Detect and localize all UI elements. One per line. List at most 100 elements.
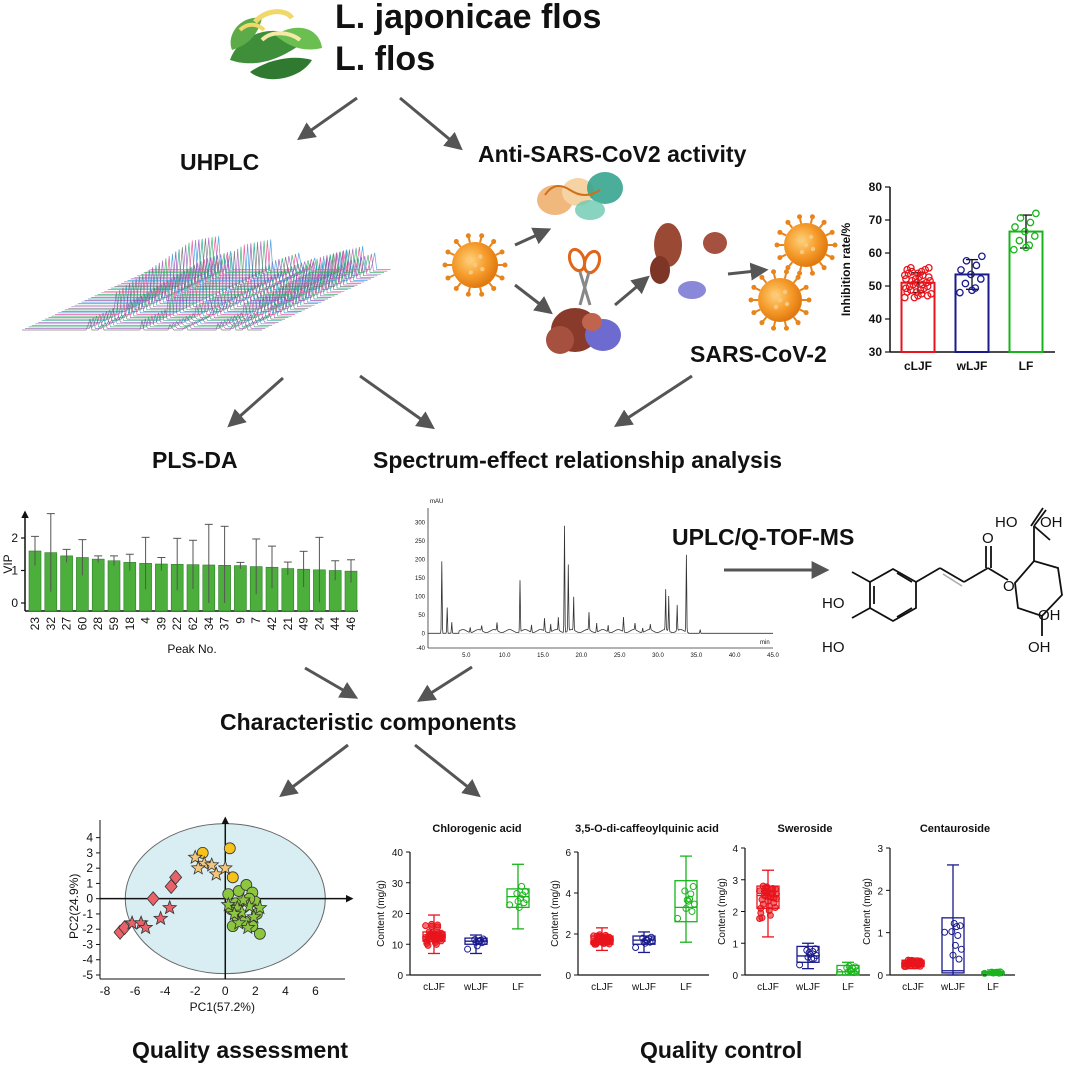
uhplc-trace [143, 237, 385, 273]
chrom-x-tick-label: 15.0 [537, 653, 549, 659]
box-centauroside-point [949, 951, 957, 959]
virus-spike-tip [806, 297, 812, 303]
box-chlorogenic-point [514, 897, 522, 905]
inhibition-x-tick-label: cLJF [904, 359, 932, 373]
box-centauroside-point [950, 919, 958, 927]
pca-y-tick-label: -5 [82, 968, 93, 982]
sars-cov2-label: SARS-CoV-2 [690, 341, 827, 367]
chrom-x-tick-label: 40.0 [729, 653, 741, 659]
virus-dot [797, 237, 803, 243]
chrom-x-tick-label: 35.0 [690, 653, 702, 659]
virus-spike-tip [453, 239, 459, 245]
uhplc-trace [140, 237, 381, 275]
box-chlorogenic-point [471, 936, 479, 944]
virus-dot [799, 249, 805, 255]
box-sweroside-y-tick-label: 4 [732, 844, 738, 855]
virus-spike-tip [479, 233, 485, 239]
box-dicaffeoyl-point [682, 905, 690, 913]
pca-x-label: PC1(57.2%) [190, 1000, 255, 1014]
chrom-trace [428, 525, 773, 634]
box-dicaffeoyl-point [674, 914, 682, 922]
arrow-plsda-to-components [304, 666, 359, 699]
vip-bar [234, 565, 247, 612]
virus-spike-tip [774, 242, 780, 248]
inhibition-point [961, 279, 970, 288]
vip-x-tick-label: 32 [44, 617, 58, 631]
box-centauroside-x-tick-label: LF [987, 982, 999, 993]
uhplc-trace [150, 236, 391, 270]
chem-o-1: O [982, 530, 994, 547]
chrom-x-label: min [760, 640, 770, 646]
centauroside-box-plot: Centauroside 0 1 2 3 Content (mg/g) cLJF wLJF LF [862, 823, 1015, 993]
virus-spike-tip [809, 214, 815, 220]
virus-dot [771, 292, 777, 298]
uhplc-trace [134, 238, 375, 278]
uhplc-trace [147, 236, 388, 272]
pca-y-tick-label: 2 [86, 861, 93, 875]
inhibition-point [902, 284, 910, 293]
box-chlorogenic-point [506, 901, 514, 909]
pca-point [169, 869, 183, 885]
virus-dot [468, 270, 474, 275]
vip-x-tick-label: 27 [60, 617, 74, 631]
box-dicaffeoyl-point [591, 940, 599, 948]
virus-spike-tip [499, 275, 505, 281]
vip-y-tick-label: 0 [11, 596, 18, 610]
pca-point [235, 892, 252, 907]
inhibition-point [957, 266, 965, 274]
box-centauroside-point [989, 969, 997, 977]
virus-illustration [442, 172, 838, 354]
quality-assessment-label: Quality assessment [132, 1037, 348, 1063]
scissors-icon [567, 247, 602, 306]
vip-bar-chart: 0 1 2 VIP 23 32 27 60 28 59 18 4 39 22 62 34 37 9 7 42 21 49 2… [1, 510, 358, 656]
inhibition-point [967, 270, 975, 279]
uhplc-stacked-chromatograms [22, 236, 391, 331]
box-dicaffeoyl-point [681, 887, 689, 895]
virus-spike-tip [777, 229, 783, 235]
vip-x-tick-label: 59 [107, 617, 121, 631]
virus-dot [784, 301, 790, 307]
pca-y-tick-label: 0 [86, 892, 93, 906]
box-chlorogenic-point [473, 942, 481, 950]
virus-spike-tip [803, 310, 809, 316]
pca-point [204, 856, 220, 872]
inhibition-point [908, 276, 916, 285]
virus-spike-tip [479, 291, 485, 297]
uhplc-trace [137, 238, 378, 277]
virus-spike-tip [829, 229, 835, 235]
vip-x-tick-label: 39 [154, 617, 168, 631]
box-chlorogenic-point [422, 922, 430, 930]
virus-spike-tip [491, 239, 497, 245]
uhplc-trace [121, 242, 361, 284]
chrom-y-tick-label: 100 [415, 594, 426, 600]
inhibition-point [1010, 245, 1018, 254]
uhplc-trace [41, 309, 282, 322]
box-dicaffeoyl-y-tick-label: 4 [565, 889, 571, 900]
pca-point [246, 908, 262, 924]
virus-dot [777, 297, 783, 303]
box-sweroside-x-tick-label: wLJF [795, 982, 820, 993]
virus-dot [773, 304, 779, 310]
uhplc-trace [77, 271, 319, 304]
box-chlorogenic-x-tick-label: wLJF [463, 982, 488, 993]
chrom-y-tick-label: 50 [418, 613, 425, 619]
virus-spike-tip [797, 214, 803, 220]
uhplc-trace [35, 312, 276, 325]
pca-y-tick-label: 4 [86, 831, 93, 845]
box-centauroside-title: Centauroside [920, 823, 990, 835]
box-chlorogenic-y-tick-label: 20 [392, 910, 404, 921]
pca-point [190, 860, 206, 875]
pca-point [161, 899, 178, 915]
uhplc-trace [114, 247, 355, 287]
box-dicaffeoyl-point [632, 944, 640, 952]
chrom-y-tick-label: -40 [416, 646, 425, 652]
box-sweroside-point [771, 904, 779, 912]
box-dicaffeoyl-point [640, 938, 648, 946]
virus-spike-tip [751, 310, 757, 316]
uhplc-trace [127, 239, 368, 281]
chem-ho-3: HO [822, 639, 845, 656]
pca-x-tick-label: -4 [160, 984, 171, 998]
pca-point [240, 919, 256, 935]
box-sweroside-y-tick-label: 0 [732, 971, 738, 982]
chrom-x-tick-label: 5.0 [462, 653, 471, 659]
